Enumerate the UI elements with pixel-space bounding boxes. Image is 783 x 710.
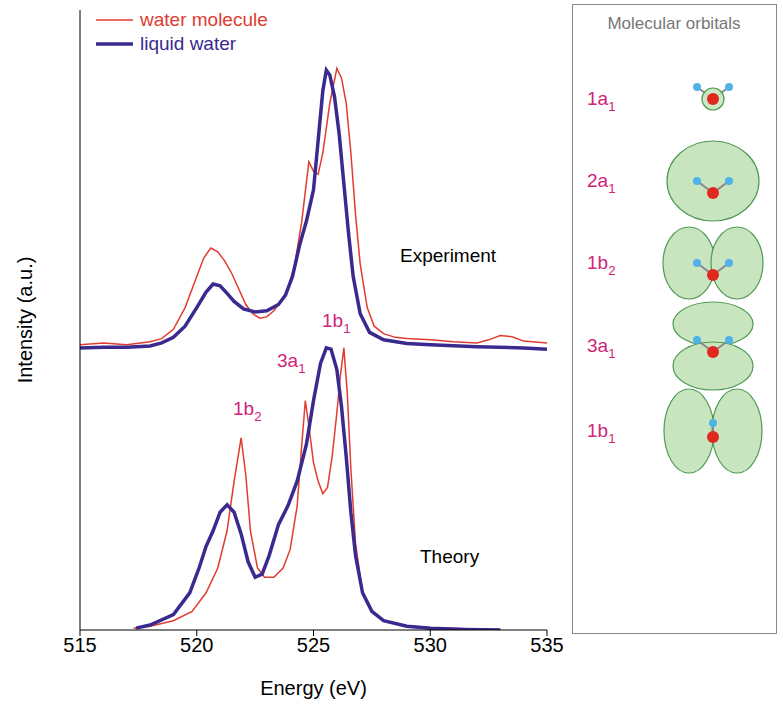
svg-text:1b1: 1b1 <box>587 420 616 446</box>
svg-text:530: 530 <box>414 634 447 656</box>
svg-text:Experiment: Experiment <box>400 245 497 266</box>
svg-text:Molecular orbitals: Molecular orbitals <box>607 14 740 33</box>
svg-text:1b2: 1b2 <box>587 252 616 278</box>
svg-text:water molecule: water molecule <box>139 9 268 30</box>
svg-text:3a1: 3a1 <box>587 335 616 361</box>
svg-text:535: 535 <box>530 634 563 656</box>
svg-text:520: 520 <box>180 634 213 656</box>
svg-text:2a1: 2a1 <box>587 170 616 196</box>
svg-text:Energy (eV): Energy (eV) <box>260 677 367 699</box>
svg-text:Intensity (a.u.): Intensity (a.u.) <box>14 257 36 384</box>
svg-text:525: 525 <box>297 634 330 656</box>
svg-text:liquid water: liquid water <box>140 33 237 54</box>
svg-text:3a1: 3a1 <box>277 350 306 376</box>
svg-text:1b2: 1b2 <box>233 398 262 424</box>
svg-text:Theory: Theory <box>420 546 480 567</box>
svg-text:515: 515 <box>63 634 96 656</box>
svg-text:1a1: 1a1 <box>587 88 616 114</box>
svg-text:1b1: 1b1 <box>322 310 351 336</box>
